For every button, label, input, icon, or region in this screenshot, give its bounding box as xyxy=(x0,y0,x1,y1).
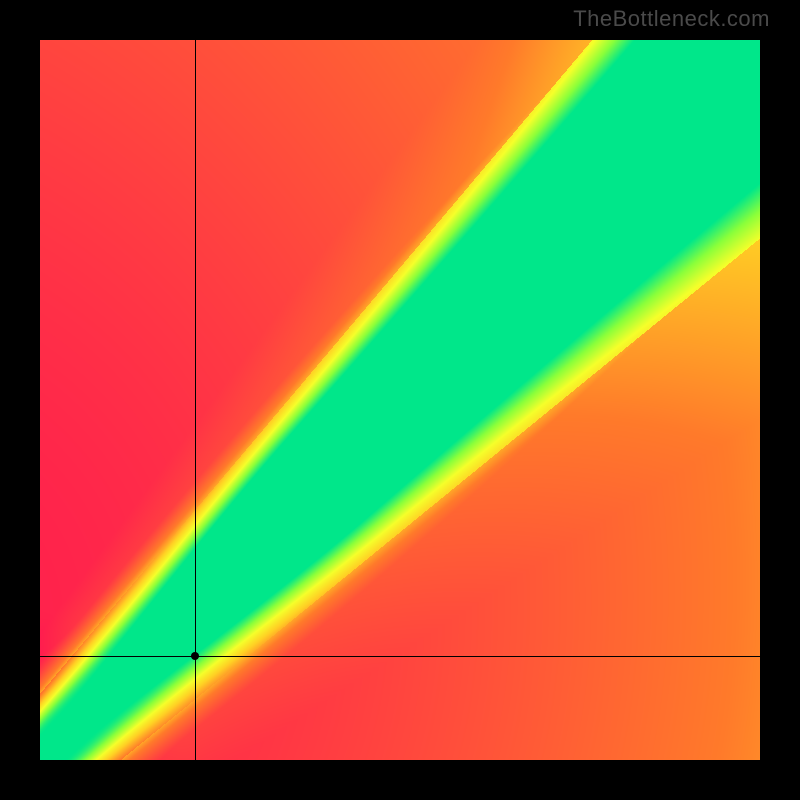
heatmap-canvas xyxy=(40,40,760,760)
bottleneck-heatmap xyxy=(40,40,760,760)
watermark-text: TheBottleneck.com xyxy=(573,6,770,32)
crosshair-horizontal xyxy=(40,656,760,657)
crosshair-point xyxy=(191,652,199,660)
